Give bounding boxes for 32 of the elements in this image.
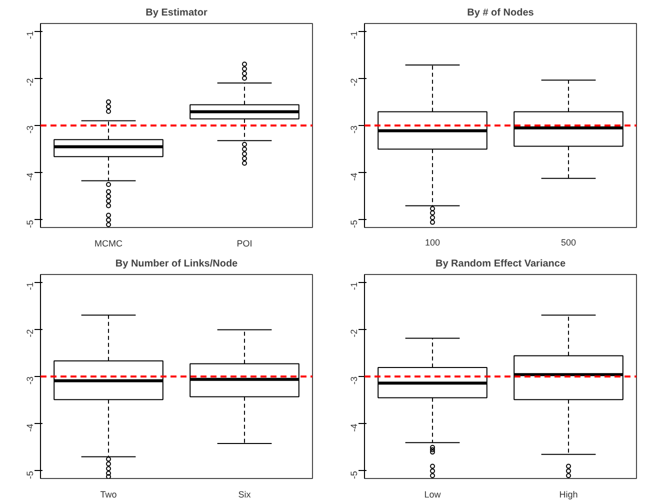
y-tick-label: -4 (25, 424, 35, 432)
x-tick-label: Six (238, 490, 252, 500)
y-tick-label: -5 (25, 220, 35, 228)
y-tick-label: -2 (349, 329, 359, 338)
y-tick-label: -3 (25, 125, 35, 134)
x-tick-label: Two (100, 490, 117, 500)
y-tick-label: -4 (349, 172, 359, 181)
x-tick-label: POI (236, 238, 252, 248)
y-tick-label: -2 (349, 78, 359, 86)
y-tick-label: -2 (25, 329, 35, 338)
y-tick-label: -4 (25, 172, 35, 181)
x-tick-label: Low (424, 490, 442, 500)
y-tick-label: -1 (25, 31, 35, 40)
chart-title: By Random Effect Variance (435, 258, 566, 270)
x-tick-label: High (559, 490, 578, 500)
y-tick-label: -1 (349, 282, 359, 290)
chart-title: By # of Nodes (467, 8, 534, 18)
y-tick-label: -2 (25, 78, 35, 86)
x-tick-label: 100 (424, 238, 440, 248)
y-tick-label: -5 (25, 470, 35, 479)
y-tick-label: -3 (25, 376, 35, 384)
y-tick-label: -4 (349, 424, 359, 432)
y-tick-label: -1 (349, 31, 359, 40)
chart-title: By Number of Links/Node (115, 258, 238, 270)
y-tick-label: -3 (349, 125, 359, 134)
y-tick-label: -1 (25, 282, 35, 290)
y-tick-label: -5 (349, 220, 359, 228)
x-tick-label: 500 (560, 238, 576, 248)
y-tick-label: -5 (349, 470, 359, 479)
chart-title: By Estimator (146, 8, 208, 18)
y-tick-label: -3 (349, 376, 359, 384)
x-tick-label: MCMC (94, 238, 123, 248)
